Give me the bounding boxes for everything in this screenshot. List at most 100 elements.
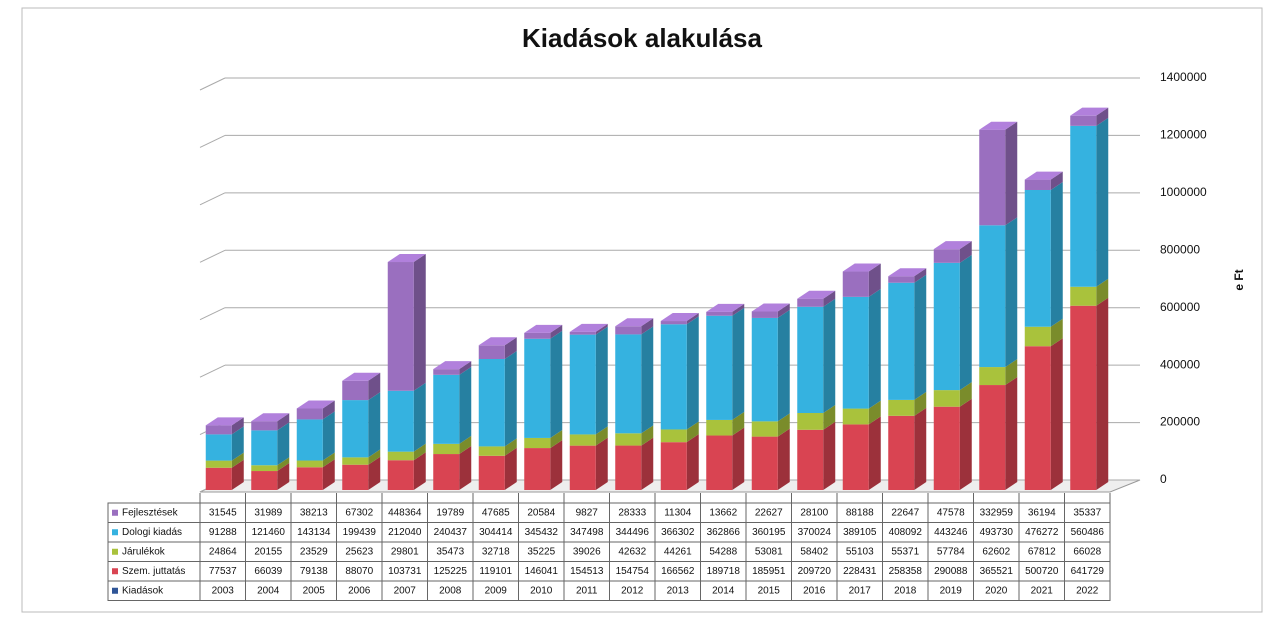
bar-segment (660, 442, 687, 490)
bar-side (868, 416, 881, 490)
x-tick-label: 2004 (257, 585, 280, 596)
bar-segment (1070, 115, 1097, 126)
table-cell: 22627 (755, 507, 783, 518)
table-cell: 88070 (345, 566, 373, 577)
bar-side (959, 382, 972, 407)
bar-segment (569, 434, 596, 446)
bar-side (641, 437, 654, 490)
bar-top (205, 417, 244, 426)
y-tick-label: 400000 (1160, 357, 1200, 371)
table-cell: 55103 (846, 546, 874, 557)
bar-segment (296, 408, 323, 420)
bar-side (550, 324, 563, 339)
bar-side (413, 452, 426, 490)
frame (21, 7, 1263, 613)
table-cell: 360195 (752, 527, 786, 538)
bar-side (914, 274, 927, 400)
table-cell: 44261 (664, 546, 692, 557)
table-cell: 166562 (661, 566, 695, 577)
x-tick-label: 2019 (940, 585, 963, 596)
bar-segment (706, 315, 733, 420)
table-cell: 28100 (800, 507, 828, 518)
bar-segment (1070, 286, 1097, 306)
bar-segment (478, 455, 505, 490)
bar-top (387, 254, 426, 263)
table-cell: 91288 (209, 527, 237, 538)
bar-side (277, 422, 290, 466)
bar-side (459, 446, 472, 490)
bar-segment (524, 437, 551, 449)
bar-segment (1024, 189, 1051, 327)
bar-segment (706, 419, 733, 436)
bar-segment (342, 380, 369, 401)
y-tick-label: 600000 (1160, 300, 1200, 314)
y-tick-label: 0 (1160, 472, 1167, 486)
bar-top (433, 361, 472, 370)
bar-side (732, 303, 745, 316)
bar-side (868, 288, 881, 409)
bar-side (823, 421, 836, 490)
bar-side (914, 391, 927, 416)
bar-segment (660, 324, 687, 430)
bar-segment (842, 271, 869, 297)
bar-top (342, 372, 381, 381)
bar-segment (524, 448, 551, 490)
bar-side (1005, 217, 1018, 368)
bar-segment (251, 471, 278, 490)
table-cell: 35337 (1073, 507, 1101, 518)
table-cell: 560486 (1071, 527, 1105, 538)
bar-segment (1070, 125, 1097, 287)
bar-top (1070, 107, 1109, 116)
bar-side (641, 326, 654, 434)
legend-marker (112, 548, 118, 555)
bar-segment (478, 446, 505, 456)
bar-side (1050, 338, 1063, 490)
bar-side (322, 411, 335, 461)
bar-segment (478, 345, 505, 359)
bar-segment (205, 425, 232, 435)
bar-side (322, 459, 335, 490)
bar-top (797, 290, 836, 299)
x-tick-label: 2006 (348, 585, 371, 596)
x-tick-label: 2013 (667, 585, 690, 596)
x-tick-label: 2007 (394, 585, 417, 596)
table-cell: 20155 (254, 546, 282, 557)
table-cell: 13662 (709, 507, 737, 518)
x-tick-label: 2015 (758, 585, 781, 596)
bar-side (1096, 278, 1109, 306)
bar-side (1005, 359, 1018, 386)
table-cell: 36194 (1028, 507, 1056, 518)
bar-segment (933, 406, 960, 490)
table-cell: 199439 (343, 527, 377, 538)
bar-side (686, 313, 699, 325)
bar-segment (251, 421, 278, 431)
bar-segment (387, 262, 414, 391)
bar-segment (342, 457, 369, 465)
x-tick-label: 2021 (1031, 585, 1054, 596)
table-cell: 304414 (479, 527, 513, 538)
bar-top (251, 413, 290, 422)
table-cell: 38213 (300, 507, 328, 518)
bar-top (296, 400, 335, 409)
bar-side (459, 361, 472, 375)
bar-segment (842, 408, 869, 425)
x-tick-label: 2003 (212, 585, 235, 596)
bar-side (459, 435, 472, 455)
table-cell: 154513 (570, 566, 604, 577)
table-cell: 35473 (436, 546, 464, 557)
bar-segment (615, 326, 642, 335)
bar-side (504, 438, 517, 456)
bar-side (368, 392, 381, 458)
bar-side (413, 443, 426, 461)
table-cell: 641729 (1071, 566, 1105, 577)
bar-side (322, 452, 335, 468)
table-cell: 20584 (527, 507, 555, 518)
bar-side (231, 459, 244, 490)
table-cell: 42632 (618, 546, 646, 557)
bar-top (888, 268, 927, 277)
bar-segment (205, 460, 232, 468)
table-cell: 103731 (388, 566, 422, 577)
bar-segment (433, 454, 460, 490)
bar-segment (933, 262, 960, 391)
table-cell: 443246 (934, 527, 968, 538)
